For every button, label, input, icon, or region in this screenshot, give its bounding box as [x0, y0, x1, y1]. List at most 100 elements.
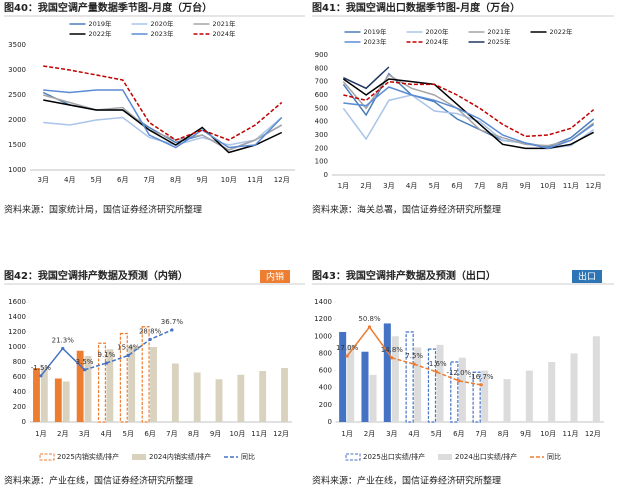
bar — [54, 378, 62, 422]
bar — [193, 372, 201, 422]
legend-label: 2022年 — [89, 29, 113, 38]
bar — [450, 361, 459, 423]
x-tick-label: 4月 — [101, 430, 112, 438]
y-tick-label: 3000 — [8, 66, 26, 74]
legend-label: 2019年 — [364, 27, 388, 36]
bar — [414, 347, 422, 422]
x-tick-label: 3月 — [79, 430, 90, 438]
y-tick-label: 400 — [319, 384, 332, 392]
data-label: 17.0% — [336, 344, 359, 352]
data-label: 14.8% — [381, 346, 404, 354]
y-tick-label: 0 — [328, 418, 332, 426]
x-tick-label: 9月 — [520, 182, 531, 190]
bar — [215, 379, 223, 422]
bar — [128, 345, 136, 422]
y-tick-label: 600 — [13, 373, 26, 381]
yoy-point — [104, 361, 109, 365]
bar — [383, 323, 391, 422]
yoy-point — [170, 328, 174, 332]
yoy-point — [61, 346, 65, 351]
y-tick-label: 100 — [315, 158, 328, 166]
y-tick-label: 1200 — [314, 315, 332, 323]
data-label: 28.8% — [139, 327, 162, 335]
chart-title: 图40：我国空调产量数据季节图-月度（万台） — [4, 1, 212, 14]
data-label: 3.5% — [76, 358, 94, 366]
x-tick-label: 7月 — [144, 176, 155, 184]
bar — [339, 332, 347, 422]
chart-title: 图42：我国空调排产数据及预测（内销） — [4, 269, 188, 282]
bar — [106, 349, 114, 422]
yoy-line — [106, 329, 173, 364]
bar — [62, 381, 70, 422]
tag-box — [572, 270, 602, 283]
y-tick-label: 700 — [315, 78, 328, 86]
legend-label: 2021年 — [213, 19, 237, 28]
y-tick-label: 1500 — [8, 141, 26, 149]
bar — [436, 344, 444, 422]
source: 资料来源：海关总署，国信证券经济研究所整理 — [312, 204, 501, 216]
bar — [525, 370, 533, 422]
x-tick-label: 9月 — [197, 176, 208, 184]
series-line — [43, 89, 283, 149]
bar — [40, 367, 48, 422]
legend-swatch — [39, 453, 55, 461]
source: 资料来源：产业在线，国信证券经济研究所整理 — [4, 475, 193, 487]
legend-label: 2020年 — [151, 19, 175, 28]
x-tick-label: 5月 — [123, 430, 134, 438]
legend-swatch — [345, 453, 361, 461]
y-tick-label: 3500 — [8, 41, 26, 49]
legend-label: 2019年 — [89, 19, 113, 28]
y-tick-label: 800 — [315, 64, 328, 72]
x-tick-label: 7月 — [474, 182, 485, 190]
x-tick-label: 8月 — [498, 430, 509, 438]
x-tick-label: 9月 — [210, 430, 221, 438]
bar — [570, 353, 578, 422]
y-tick-label: 600 — [319, 367, 332, 375]
yoy-point — [345, 354, 349, 358]
y-tick-label: 800 — [319, 349, 332, 357]
data-label: 7.5% — [405, 352, 423, 360]
y-tick-label: 500 — [315, 104, 328, 112]
y-tick-label: 1200 — [8, 328, 26, 336]
legend-label: 2020年 — [426, 27, 450, 36]
y-tick-label: 200 — [319, 401, 332, 409]
bar — [548, 362, 556, 422]
x-tick-label: 11月 — [247, 176, 263, 184]
bar — [472, 371, 481, 423]
bar — [171, 363, 179, 422]
x-tick-label: 1月 — [35, 430, 46, 438]
bar — [76, 350, 84, 422]
yoy-point — [390, 356, 394, 360]
legend-label: 2024内销实绩/排产 — [149, 452, 211, 461]
chart-title: 图41：我国空调出口数据季节图-月度（万台） — [312, 1, 520, 14]
bar — [281, 368, 288, 422]
bar — [141, 326, 150, 423]
x-tick-label: 2月 — [364, 430, 375, 438]
bar — [150, 347, 157, 422]
x-tick-label: 11月 — [563, 430, 579, 438]
y-tick-label: 2500 — [8, 91, 26, 99]
data-label: -12.0% — [446, 369, 471, 377]
yoy-point — [479, 383, 483, 387]
x-tick-label: 5月 — [431, 430, 442, 438]
legend-label: 2025出口实绩/排产 — [363, 452, 425, 461]
x-tick-label: 8月 — [497, 182, 508, 190]
x-tick-label: 9月 — [520, 430, 531, 438]
tag: 内销 — [266, 271, 284, 283]
x-tick-label: 2月 — [360, 182, 371, 190]
series-line — [343, 80, 595, 138]
x-tick-label: 4月 — [64, 176, 75, 184]
legend-label: 同比 — [241, 452, 255, 461]
x-tick-label: 7月 — [475, 430, 486, 438]
source: 资料来源：国家统计局，国信证券经济研究所整理 — [4, 204, 202, 216]
bar — [361, 351, 369, 422]
legend-label: 2023年 — [151, 29, 175, 38]
y-tick-label: 1000 — [8, 166, 26, 174]
legend-label: 2025年 — [488, 37, 512, 46]
series-line — [343, 66, 390, 90]
x-tick-label: 12月 — [273, 430, 289, 438]
data-label: 50.8% — [358, 315, 381, 323]
x-tick-label: 8月 — [170, 176, 181, 184]
y-tick-label: 600 — [315, 91, 328, 99]
